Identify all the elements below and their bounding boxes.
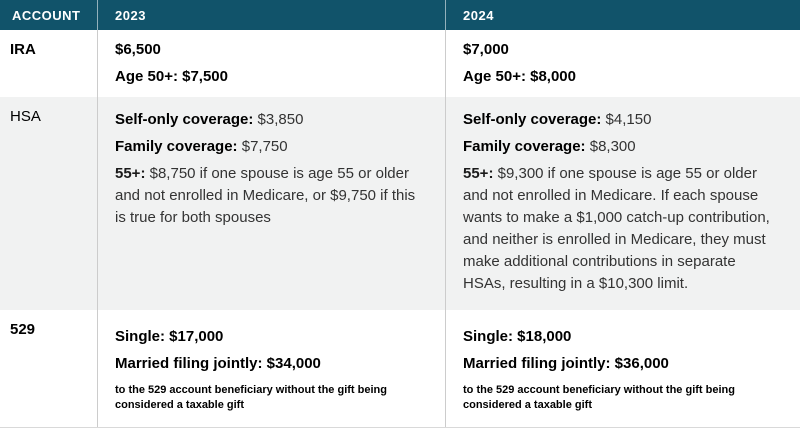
hsa-2023-family-label: Family coverage:: [115, 138, 238, 155]
table-row-ira: IRA $6,500 Age 50+: $7,500 $7,000 Age 50…: [0, 30, 800, 97]
hsa-2024-catchup-label: 55+:: [463, 165, 494, 182]
hsa-2023-cell: Self-only coverage: $3,850 Family covera…: [97, 97, 445, 310]
hsa-2023-family: Family coverage: $7,750: [115, 136, 423, 158]
hsa-2024-cell: Self-only coverage: $4,150 Family covera…: [445, 97, 800, 310]
p529-2023-cell: Single: $17,000 Married filing jointly: …: [97, 310, 445, 427]
hsa-2024-catchup-value: $9,300 if one spouse is age 55 or older …: [463, 165, 770, 292]
table-row-hsa: HSA Self-only coverage: $3,850 Family co…: [0, 97, 800, 310]
hsa-2023-self-only-value: $3,850: [253, 111, 304, 128]
p529-2024-single: Single: $18,000: [463, 328, 572, 345]
p529-2023-note: to the 529 account beneficiary without t…: [115, 384, 387, 411]
hsa-2024-catchup: 55+: $9,300 if one spouse is age 55 or o…: [463, 163, 778, 295]
hsa-2023-catchup-label: 55+:: [115, 165, 146, 182]
column-header-2023: 2023: [97, 0, 445, 30]
account-label-ira: IRA: [10, 41, 36, 58]
hsa-2023-self-only-label: Self-only coverage:: [115, 111, 254, 128]
ira-2023-catchup: Age 50+: $7,500: [115, 68, 228, 85]
hsa-2023-catchup: 55+: $8,750 if one spouse is age 55 or o…: [115, 163, 423, 229]
hsa-2024-self-only: Self-only coverage: $4,150: [463, 109, 778, 131]
ira-2024-catchup: Age 50+: $8,000: [463, 68, 576, 85]
account-label-hsa: HSA: [10, 108, 41, 125]
table-header-row: ACCOUNT 2023 2024: [0, 0, 800, 30]
p529-2023-married: Married filing jointly: $34,000: [115, 355, 321, 372]
column-header-2024: 2024: [445, 0, 800, 30]
ira-2023-cell: $6,500 Age 50+: $7,500: [97, 30, 445, 97]
ira-2024-cell: $7,000 Age 50+: $8,000: [445, 30, 800, 97]
hsa-2024-family: Family coverage: $8,300: [463, 136, 778, 158]
ira-2024-limit: $7,000: [463, 41, 509, 58]
ira-2023-limit: $6,500: [115, 41, 161, 58]
p529-2024-cell: Single: $18,000 Married filing jointly: …: [445, 310, 800, 427]
table-row-529: 529 Single: $17,000 Married filing joint…: [0, 310, 800, 427]
hsa-2023-family-value: $7,750: [237, 138, 288, 155]
p529-2024-married: Married filing jointly: $36,000: [463, 355, 669, 372]
hsa-2024-family-label: Family coverage:: [463, 138, 586, 155]
hsa-2024-self-only-value: $4,150: [601, 111, 652, 128]
hsa-2024-self-only-label: Self-only coverage:: [463, 111, 602, 128]
p529-2024-note: to the 529 account beneficiary without t…: [463, 384, 735, 411]
column-header-account: ACCOUNT: [12, 7, 81, 23]
hsa-2023-catchup-value: $8,750 if one spouse is age 55 or older …: [115, 165, 416, 226]
hsa-2023-self-only: Self-only coverage: $3,850: [115, 109, 423, 131]
p529-2023-single: Single: $17,000: [115, 328, 224, 345]
account-label-529: 529: [10, 321, 36, 338]
hsa-2024-family-value: $8,300: [585, 138, 636, 155]
